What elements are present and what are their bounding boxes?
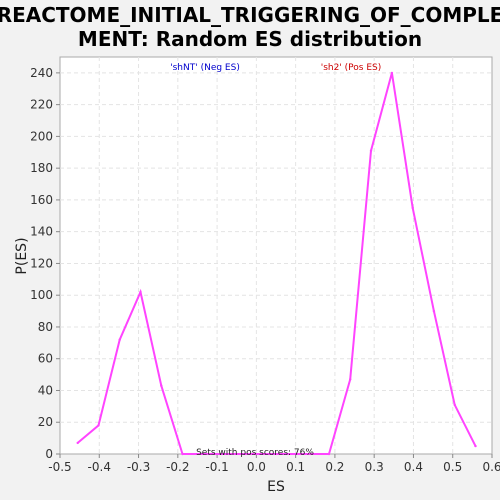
y-tick-label: 180 <box>30 161 53 175</box>
plot-area <box>59 56 493 455</box>
x-tick-label: -0.3 <box>127 460 150 474</box>
data-point <box>390 71 394 75</box>
data-point <box>474 444 477 448</box>
x-tick-label: 0.4 <box>404 460 423 474</box>
grid <box>60 57 492 454</box>
y-tick-label: 140 <box>30 225 53 239</box>
x-tick-label: -0.4 <box>88 460 111 474</box>
data-point <box>118 338 121 341</box>
x-tick-label: -0.1 <box>205 460 228 474</box>
x-tick-label: 0.5 <box>443 460 462 474</box>
x-axis-label: ES <box>267 479 285 495</box>
data-point <box>411 206 414 210</box>
chart-title-line-1: REACTOME_INITIAL_TRIGGERING_OF_COMPLE <box>0 3 500 27</box>
x-tick-label: 0.0 <box>247 460 266 474</box>
x-tick-label: -0.2 <box>166 460 189 474</box>
y-tick-label: 60 <box>38 352 53 366</box>
data-point <box>327 452 331 456</box>
data-point <box>160 384 163 387</box>
data-point <box>139 290 142 294</box>
data-point <box>349 378 352 381</box>
x-tick-label: 0.2 <box>325 460 344 474</box>
y-tick-label: 120 <box>30 256 53 270</box>
data-point <box>181 452 184 456</box>
y-tick-label: 160 <box>30 193 53 207</box>
x-tick-label: 0.1 <box>286 460 305 474</box>
y-tick-label: 240 <box>30 66 53 80</box>
series-line <box>77 72 477 455</box>
data-point <box>369 149 373 152</box>
y-tick-label: 220 <box>30 98 53 112</box>
y-axis-ticks: 0 20 40 60 80 100 120 140 160 180 200 220 240 <box>30 66 60 461</box>
y-tick-label: 100 <box>30 288 53 302</box>
y-tick-label: 200 <box>30 129 53 143</box>
y-tick-label: 20 <box>38 415 53 429</box>
x-tick-label: 0.6 <box>482 460 500 474</box>
series-points <box>76 71 477 456</box>
chart-title-line-2: MENT: Random ES distribution <box>78 27 422 51</box>
x-axis-ticks: -0.5 -0.4 -0.3 -0.2 -0.1 0.0 0.1 0.2 0.3 0.4 0.5 0.… <box>48 454 500 474</box>
x-tick-label: 0.3 <box>365 460 384 474</box>
y-tick-label: 80 <box>38 320 53 334</box>
y-tick-label: 40 <box>38 383 53 397</box>
y-axis-label: P(ES) <box>14 237 30 274</box>
legend-neg-es: 'shNT' (Neg ES) <box>170 63 240 73</box>
y-tick-label: 0 <box>45 447 53 461</box>
data-point <box>453 403 456 406</box>
pos-scores-annotation: Sets with pos scores: 76% <box>196 448 314 458</box>
x-tick-label: -0.5 <box>48 460 71 474</box>
data-point <box>97 424 100 427</box>
data-point <box>76 441 79 445</box>
legend-pos-es: 'sh2' (Pos ES) <box>321 63 382 73</box>
data-point <box>432 309 436 313</box>
